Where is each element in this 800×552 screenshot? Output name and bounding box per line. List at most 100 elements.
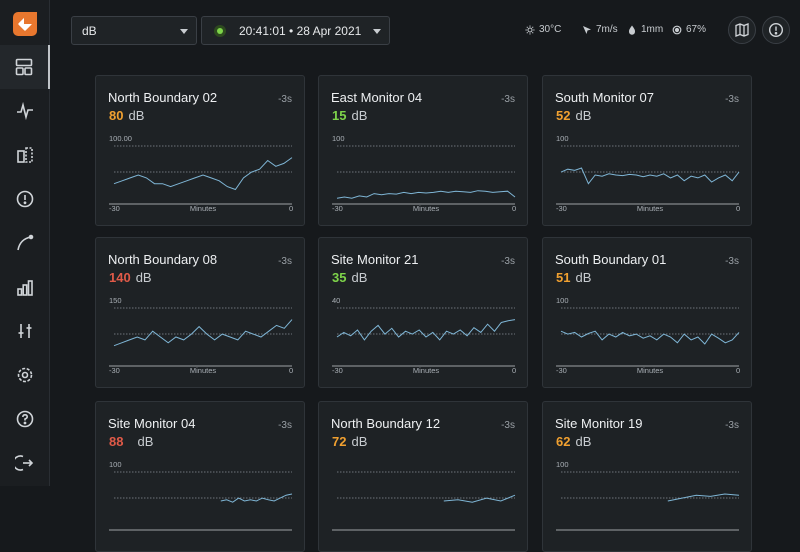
monitor-reading: 35 dB xyxy=(332,270,367,285)
alert-icon xyxy=(768,22,784,38)
monitor-reading: 80 dB xyxy=(109,108,144,123)
app-logo[interactable] xyxy=(13,12,37,36)
x-start-label: -30 xyxy=(109,204,120,213)
nav-settings[interactable] xyxy=(0,353,50,397)
logout-icon xyxy=(15,455,34,471)
noise-level-series xyxy=(113,157,293,191)
sparkline-chart: 150 -30 Minutes 0 xyxy=(109,296,293,375)
monitor-card[interactable]: Site Monitor 21 -3s 35 dB 40 -30 Minutes 0 xyxy=(318,237,528,388)
reading-value: 80 xyxy=(109,108,124,123)
unit-select[interactable]: dB xyxy=(71,16,197,45)
nav-route[interactable] xyxy=(0,221,50,265)
monitor-card[interactable]: North Boundary 12 -3s 72 dB xyxy=(318,401,528,552)
noise-level-series xyxy=(336,319,516,341)
monitor-title: South Monitor 07 xyxy=(555,90,655,105)
monitor-reading: 140 dB xyxy=(109,270,152,285)
help-icon xyxy=(16,410,34,428)
temperature-value: 30°C xyxy=(539,24,562,35)
activity-icon xyxy=(17,101,33,121)
chevron-down-icon xyxy=(373,29,381,34)
settings-icon xyxy=(17,367,33,383)
humidity-icon xyxy=(672,25,682,34)
reading-unit: dB xyxy=(135,270,152,285)
nav-logout[interactable] xyxy=(0,441,50,485)
last-update: -3s xyxy=(501,256,515,267)
rain-readout: 1mm xyxy=(627,24,663,35)
y-max-label: 150 xyxy=(109,296,122,305)
y-max-label: 100 xyxy=(556,460,569,469)
x-end-label: 0 xyxy=(736,204,740,213)
monitor-title: North Boundary 08 xyxy=(108,252,218,267)
live-status-icon xyxy=(214,25,226,37)
topbar: dB 20:41:01 • 28 Apr 2021 30°C 7m/s 1mm … xyxy=(50,0,800,60)
last-update: -3s xyxy=(725,420,739,431)
nav-devices[interactable] xyxy=(0,133,50,177)
reading-value: 51 xyxy=(556,270,571,285)
noise-level-series xyxy=(443,494,516,503)
noise-level-series xyxy=(560,330,740,345)
monitor-card[interactable]: North Boundary 02 -3s 80 dB 100.00 -30 Minutes… xyxy=(95,75,305,226)
noise-level-series xyxy=(560,167,740,185)
monitor-title: Site Monitor 04 xyxy=(108,416,196,431)
monitor-card[interactable]: Site Monitor 04 -3s 88 dB 100 xyxy=(95,401,305,552)
alert-icon xyxy=(16,190,34,208)
x-start-label: -30 xyxy=(332,366,343,375)
monitor-reading: 62 dB xyxy=(556,434,591,449)
sun-icon xyxy=(525,25,535,34)
x-axis-title: Minutes xyxy=(190,366,217,375)
sparkline-chart: 100 -30 Minutes 0 xyxy=(332,134,516,213)
reading-unit: dB xyxy=(351,434,368,449)
y-max-label: 100.00 xyxy=(109,134,132,143)
last-update: -3s xyxy=(278,256,292,267)
x-end-label: 0 xyxy=(512,204,516,213)
x-axis-title: Minutes xyxy=(637,366,664,375)
reading-value: 62 xyxy=(556,434,571,449)
monitor-reading: 72 dB xyxy=(332,434,367,449)
time-select-value: 20:41:01 • 28 Apr 2021 xyxy=(239,23,362,38)
reading-value: 140 xyxy=(109,270,131,285)
nav-help[interactable] xyxy=(0,397,50,441)
reading-value: 72 xyxy=(332,434,347,449)
route-icon xyxy=(17,234,34,251)
reading-value: 35 xyxy=(332,270,347,285)
chevron-down-icon xyxy=(180,29,188,34)
monitor-reading: 88 dB xyxy=(109,434,153,449)
reading-unit: dB xyxy=(128,108,145,123)
y-max-label: 100 xyxy=(332,134,345,143)
x-end-label: 0 xyxy=(289,204,293,213)
time-select[interactable]: 20:41:01 • 28 Apr 2021 xyxy=(201,16,390,45)
last-update: -3s xyxy=(501,94,515,105)
monitor-card[interactable]: South Boundary 01 -3s 51 dB 100 -30 Minutes 0 xyxy=(542,237,752,388)
alerts-button[interactable] xyxy=(762,16,790,44)
sidebar xyxy=(0,0,50,486)
wind-readout: 7m/s xyxy=(582,24,618,35)
sparkline-chart: 100 -30 Minutes 0 xyxy=(556,296,740,375)
wind-direction-icon xyxy=(583,25,591,34)
reading-unit: dB xyxy=(575,434,592,449)
sparkline-chart: 100 xyxy=(556,460,740,531)
map-button[interactable] xyxy=(728,16,756,44)
nav-activity[interactable] xyxy=(0,89,50,133)
wind-value: 7m/s xyxy=(596,24,618,35)
monitor-reading: 52 dB xyxy=(556,108,591,123)
x-axis-title: Minutes xyxy=(413,204,440,213)
nav-alerts[interactable] xyxy=(0,177,50,221)
last-update: -3s xyxy=(725,256,739,267)
nav-controls[interactable] xyxy=(0,309,50,353)
monitor-card[interactable]: Site Monitor 19 -3s 62 dB 100 xyxy=(542,401,752,552)
last-update: -3s xyxy=(725,94,739,105)
rain-value: 1mm xyxy=(641,24,664,35)
sparkline-chart xyxy=(332,471,516,531)
nav-reports[interactable] xyxy=(0,266,50,310)
nav-dashboard[interactable] xyxy=(0,45,50,89)
x-start-label: -30 xyxy=(109,366,120,375)
dashboard-icon xyxy=(15,58,33,76)
x-end-label: 0 xyxy=(289,366,293,375)
reading-unit: dB xyxy=(351,108,368,123)
y-max-label: 100 xyxy=(556,134,569,143)
last-update: -3s xyxy=(278,420,292,431)
monitor-card[interactable]: South Monitor 07 -3s 52 dB 100 -30 Minutes 0 xyxy=(542,75,752,226)
sparkline-chart: 100 -30 Minutes 0 xyxy=(556,134,740,213)
monitor-card[interactable]: North Boundary 08 -3s 140 dB 150 -30 Minutes 0 xyxy=(95,237,305,388)
monitor-card[interactable]: East Monitor 04 -3s 15 dB 100 -30 Minutes 0 xyxy=(318,75,528,226)
